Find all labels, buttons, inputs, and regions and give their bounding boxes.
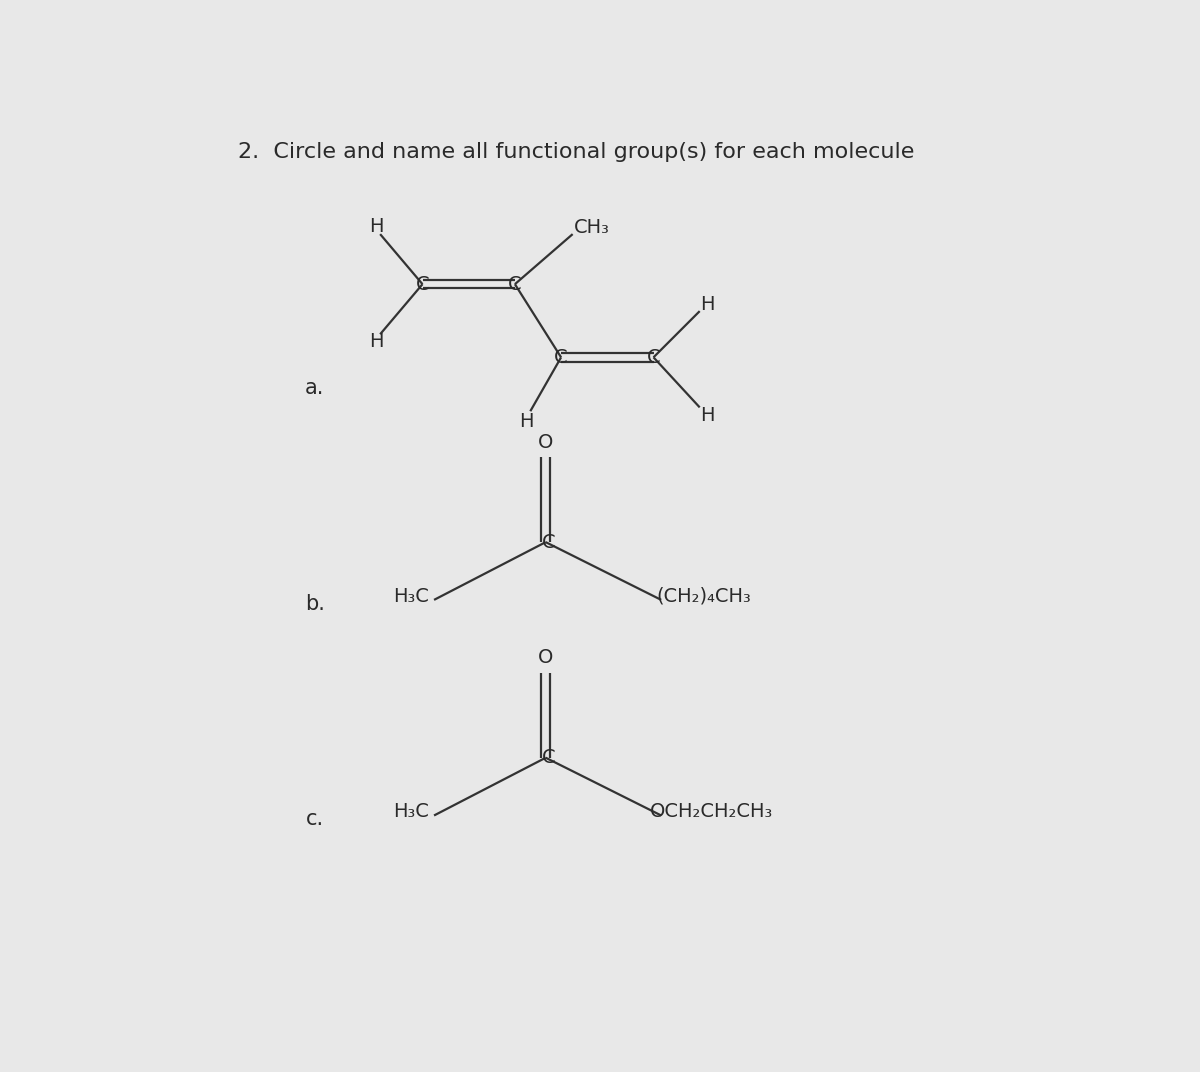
Text: CH₃: CH₃ [574, 219, 610, 238]
Text: H: H [700, 296, 715, 314]
Text: b.: b. [305, 594, 325, 614]
Text: C: C [542, 533, 556, 552]
Text: H: H [370, 332, 384, 352]
Text: C: C [647, 347, 660, 367]
Text: (CH₂)₄CH₃: (CH₂)₄CH₃ [656, 586, 751, 606]
Text: H: H [370, 217, 384, 236]
Text: O: O [538, 432, 553, 451]
Text: H: H [700, 405, 715, 425]
Text: C: C [415, 274, 430, 294]
Text: 2.  Circle and name all functional group(s) for each molecule: 2. Circle and name all functional group(… [239, 142, 914, 162]
Text: H₃C: H₃C [394, 802, 428, 821]
Text: OCH₂CH₂CH₃: OCH₂CH₂CH₃ [649, 802, 773, 821]
Text: C: C [508, 274, 522, 294]
Text: O: O [538, 649, 553, 667]
Text: c.: c. [306, 809, 324, 830]
Text: H: H [520, 412, 534, 431]
Text: H₃C: H₃C [394, 586, 428, 606]
Text: C: C [542, 748, 556, 768]
Text: a.: a. [305, 378, 324, 398]
Text: C: C [554, 347, 568, 367]
